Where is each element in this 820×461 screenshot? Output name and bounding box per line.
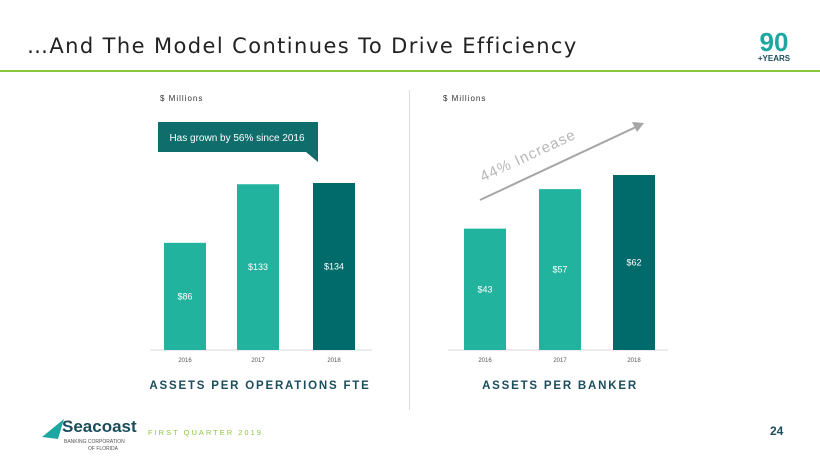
left-units: $ Millions	[160, 94, 204, 103]
x-tick-label: 2016	[178, 358, 192, 364]
x-tick-label: 2018	[327, 358, 341, 364]
sail-icon	[42, 419, 64, 439]
callout-box	[158, 122, 318, 162]
x-tick-label: 2018	[627, 358, 641, 364]
bar-2018	[313, 183, 355, 350]
x-tick-label: 2017	[553, 358, 567, 364]
svg-text:+YEARS: +YEARS	[758, 54, 791, 63]
bar-2016	[464, 228, 506, 350]
bar-2017	[539, 189, 581, 350]
brand-sub2: OF FLORIDA	[88, 446, 119, 452]
brand-sub1: BANKING CORPORATION	[64, 439, 125, 445]
data-label: $62	[626, 258, 641, 268]
data-label: $86	[177, 291, 192, 301]
title-divider	[0, 70, 820, 72]
footer-quarter: FIRST QUARTER 2019	[148, 428, 263, 437]
bar-2017	[237, 184, 279, 350]
chart-divider	[409, 90, 410, 410]
svg-text:90: 90	[760, 27, 789, 57]
chart-assets-per-ops-fte: $86 2016 $133 2017 $134 2018	[150, 183, 372, 364]
page-number: 24	[770, 424, 784, 438]
page-title: …And The Model Continues To Drive Effici…	[27, 34, 578, 58]
data-label: $57	[552, 265, 567, 275]
data-label: $133	[248, 262, 268, 272]
brand-name: Seacoast	[62, 417, 137, 436]
bar-2018	[613, 175, 655, 350]
callout-text: Has grown by 56% since 2016	[169, 133, 305, 144]
chart-assets-per-banker: $43 2016 $57 2017 $62 2018	[448, 175, 668, 364]
x-tick-label: 2017	[251, 358, 265, 364]
data-label: $43	[477, 284, 492, 294]
left-chart-title: ASSETS PER OPERATIONS FTE	[149, 380, 371, 392]
data-label: $134	[324, 262, 344, 272]
right-chart-title: ASSETS PER BANKER	[482, 380, 638, 392]
x-tick-label: 2016	[478, 358, 492, 364]
90-years-logo: 90 +YEARS	[758, 27, 791, 63]
bar-2016	[164, 242, 206, 350]
right-units: $ Millions	[443, 94, 487, 103]
callout: Has grown by 56% since 2016	[158, 122, 318, 162]
